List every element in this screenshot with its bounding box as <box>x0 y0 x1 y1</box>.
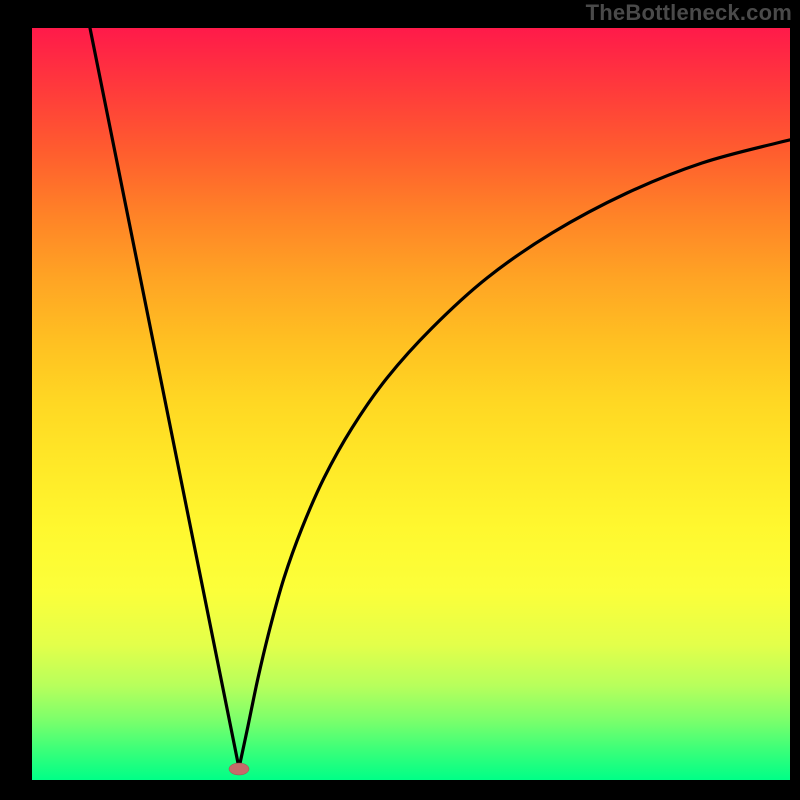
chart-container: TheBottleneck.com <box>0 0 800 800</box>
plot-area <box>32 28 800 780</box>
bottleneck-chart <box>0 0 800 800</box>
gradient-background <box>32 28 790 780</box>
watermark-text: TheBottleneck.com <box>586 0 792 26</box>
optimal-marker <box>229 763 249 775</box>
